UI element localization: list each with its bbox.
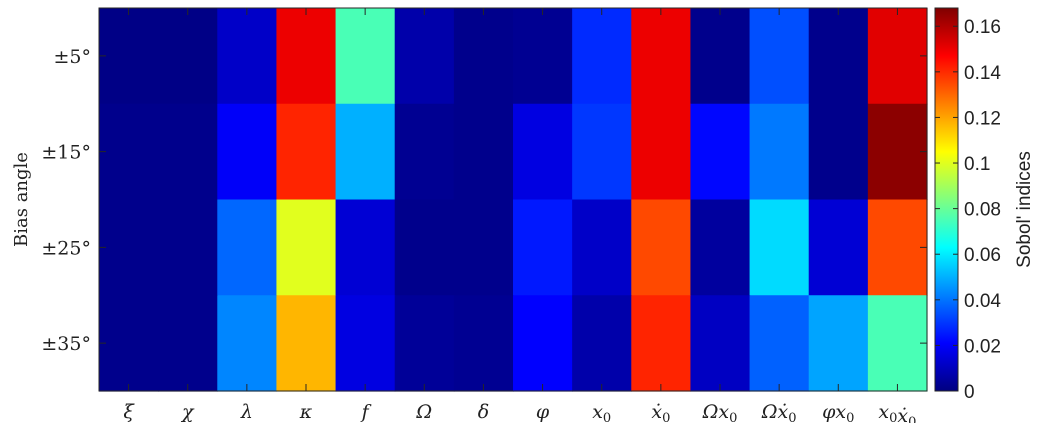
x-tick-label: δ (478, 401, 489, 423)
heatmap-cells (99, 8, 928, 392)
x-tick-label: λ (240, 401, 253, 423)
x-tick-label: ξ (123, 401, 135, 423)
heatmap-cell (158, 295, 218, 392)
y-tick-label: ±35° (41, 333, 91, 355)
heatmap-cell (572, 199, 632, 296)
heatmap-cell (808, 103, 869, 201)
heatmap-cell (99, 199, 159, 296)
x-tick-label: Ωx0 (702, 401, 738, 423)
heatmap-cell (217, 295, 278, 392)
y-axis-label: Bias angle (11, 152, 32, 247)
heatmap-cell (867, 8, 928, 105)
heatmap-cell (572, 103, 632, 201)
heatmap-cell (631, 295, 692, 392)
heatmap-cell (335, 103, 396, 201)
heatmap-cell (808, 295, 869, 392)
y-axis-ticks: ±5° ±15° ±25° ±35° (41, 46, 927, 355)
heatmap-cell (572, 8, 632, 105)
heatmap-cell (99, 8, 159, 105)
x-tick-label: Ωẋ0 (761, 401, 797, 423)
colorbar-label: Sobol' indices (1014, 151, 1035, 268)
colorbar-tick-label: 0.1 (964, 154, 990, 175)
colorbar-ticks: 0 0.02 0.04 0.06 0.08 0.1 0.12 0.14 0.16 (935, 17, 1001, 403)
plot-frame (98, 7, 928, 392)
colorbar-tick-label: 0.08 (964, 200, 1001, 221)
heatmap-cell (749, 8, 810, 105)
x-tick-label: ẋ0 (651, 401, 670, 423)
heatmap-cell (690, 8, 751, 105)
heatmap-cell (453, 295, 514, 392)
y-tick-label: ±25° (41, 237, 91, 259)
colorbar-tick-label: 0.14 (964, 63, 1001, 84)
heatmap-cell (690, 199, 751, 296)
heatmap-cell (158, 199, 218, 296)
heatmap-cell (335, 199, 396, 296)
heatmap-cell (631, 103, 692, 201)
heatmap-cell (158, 103, 218, 201)
heatmap-cell (394, 295, 455, 392)
heatmap-cell (276, 103, 337, 201)
heatmap-cell (217, 199, 278, 296)
plot-border (98, 7, 928, 392)
x-tick-label: φ (536, 401, 550, 423)
heatmap-cell (276, 8, 337, 105)
heatmap-cell (335, 8, 396, 105)
y-tick-label: ±5° (53, 46, 91, 68)
heatmap-cell (335, 295, 396, 392)
heatmap-cell (217, 103, 278, 201)
heatmap-cell (572, 295, 632, 392)
heatmap-cell (394, 103, 455, 201)
colorbar-gradient (935, 8, 958, 391)
heatmap-cell (217, 8, 278, 105)
heatmap-cell (453, 199, 514, 296)
heatmap-cell (453, 8, 514, 105)
heatmap-cell (99, 103, 159, 201)
heatmap-cell (867, 103, 928, 201)
x-tick-label: Ω (415, 401, 432, 423)
x-tick-label: κ (299, 401, 313, 423)
colorbar (934, 7, 959, 392)
colorbar-tick-label: 0 (964, 382, 975, 403)
heatmap-cell (394, 8, 455, 105)
heatmap-cell (631, 199, 692, 296)
heatmap-cell (808, 8, 869, 105)
colorbar-tick-label: 0.12 (964, 108, 1001, 129)
heatmap-cell (158, 8, 218, 105)
colorbar-tick-label: 0.02 (964, 336, 1001, 357)
colorbar-tick-label: 0.16 (964, 17, 1001, 38)
x-tick-label: χ (180, 401, 195, 423)
heatmap-cell (749, 199, 810, 296)
heatmap-cell (513, 199, 573, 296)
heatmap-cell (749, 295, 810, 392)
colorbar-tick-label: 0.06 (964, 245, 1001, 266)
heatmap-cell (276, 199, 337, 296)
x-tick-label: x0 (592, 401, 611, 423)
heatmap-cell (690, 295, 751, 392)
colorbar-border (934, 7, 959, 392)
heatmap-cell (276, 295, 337, 392)
y-tick-label: ±15° (41, 142, 91, 164)
heatmap-cell (513, 8, 573, 105)
heatmap-cell (631, 8, 692, 105)
heatmap-cell (513, 103, 573, 201)
heatmap-cell (394, 199, 455, 296)
colorbar-tick-label: 0.04 (964, 291, 1001, 312)
heatmap-cell (808, 199, 869, 296)
heatmap-cell (453, 103, 514, 201)
x-tick-label: φx0 (822, 401, 854, 423)
x-tick-label: f (360, 401, 372, 423)
heatmap-cell (749, 103, 810, 201)
heatmap-cell (867, 295, 928, 392)
heatmap-cell (513, 295, 573, 392)
heatmap-cell (690, 103, 751, 201)
x-tick-label: x0ẋ0 (878, 401, 916, 423)
heatmap-cell (867, 199, 928, 296)
heatmap-cell (99, 295, 159, 392)
